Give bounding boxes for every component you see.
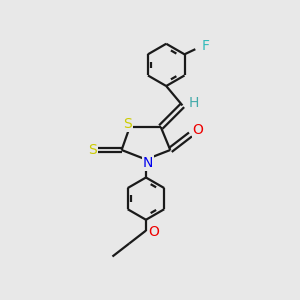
Text: S: S bbox=[123, 117, 132, 131]
Text: O: O bbox=[148, 225, 160, 239]
Text: N: N bbox=[143, 156, 153, 170]
Text: O: O bbox=[193, 123, 203, 137]
Text: S: S bbox=[88, 143, 97, 157]
Text: H: H bbox=[189, 96, 199, 110]
Text: F: F bbox=[201, 39, 209, 53]
